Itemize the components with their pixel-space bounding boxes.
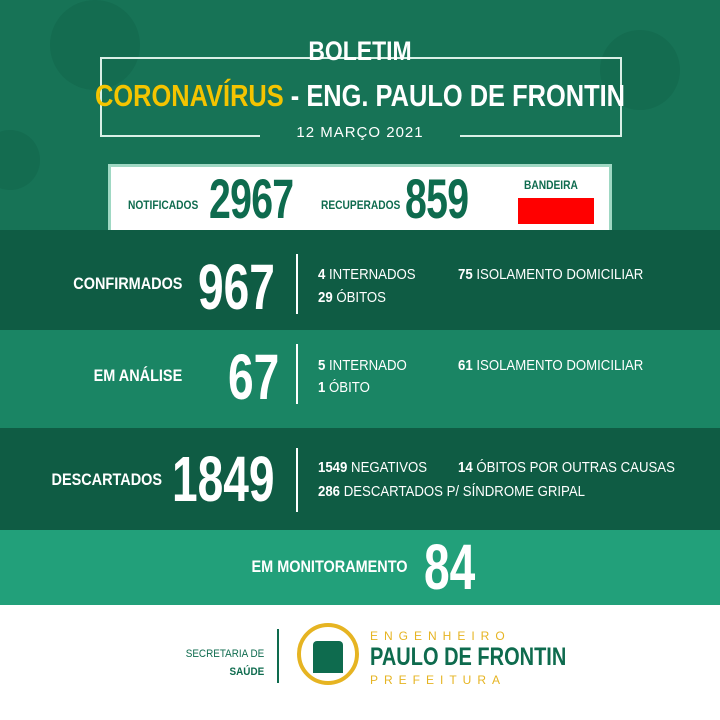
analysis-label: EM ANÁLISE bbox=[93, 366, 182, 385]
divider bbox=[277, 629, 279, 683]
confirmed-label: CONFIRMADOS bbox=[72, 274, 182, 293]
subtitle: CORONAVÍRUS - ENG. PAULO DE FRONTIN bbox=[94, 78, 626, 113]
date: 12 MARÇO 2021 bbox=[260, 124, 460, 141]
virus-icon bbox=[0, 130, 40, 190]
city-name: PAULO DE FRONTIN bbox=[370, 643, 567, 671]
monitoring-value: 84 bbox=[424, 531, 476, 603]
page-title: BOLETIM bbox=[308, 36, 412, 66]
analysis-value: 67 bbox=[228, 341, 280, 413]
notified-label: NOTIFICADOS bbox=[128, 198, 199, 212]
divider bbox=[296, 448, 298, 512]
discarded-row: DESCARTADOS 1849 1549 NEGATIVOS 14 ÓBITO… bbox=[0, 428, 720, 530]
monitoring-label: EM MONITORAMENTO bbox=[251, 557, 408, 576]
recovered-label: RECUPERADOS bbox=[321, 198, 401, 212]
monitoring-row: EM MONITORAMENTO 84 bbox=[0, 530, 720, 605]
footer: SECRETARIA DE SAÚDE ENGENHEIRO PAULO DE F… bbox=[0, 605, 720, 720]
flag-color bbox=[518, 198, 594, 224]
divider bbox=[296, 344, 298, 404]
city-bottom: PREFEITURA bbox=[370, 673, 507, 687]
city-hall-logo-icon bbox=[297, 623, 359, 685]
flag-label: BANDEIRA bbox=[524, 178, 578, 192]
discarded-value: 1849 bbox=[172, 443, 275, 515]
analysis-row: EM ANÁLISE 67 5 INTERNADO 1 ÓBITO 61 ISO… bbox=[0, 330, 720, 428]
notified-value: 2967 bbox=[209, 167, 294, 230]
discarded-label: DESCARTADOS bbox=[51, 470, 162, 489]
confirmed-row: CONFIRMADOS 967 4 INTERNADOS 29 ÓBITOS 7… bbox=[0, 230, 720, 330]
confirmed-value: 967 bbox=[198, 251, 275, 323]
summary-box: NOTIFICADOS 2967 RECUPERADOS 859 BANDEIR… bbox=[108, 164, 612, 238]
city-top: ENGENHEIRO bbox=[370, 629, 511, 643]
virus-icon bbox=[50, 0, 140, 90]
virus-icon bbox=[600, 30, 680, 110]
divider bbox=[296, 254, 298, 314]
department: SECRETARIA DE SAÚDE bbox=[185, 648, 264, 678]
recovered-value: 859 bbox=[405, 167, 469, 230]
